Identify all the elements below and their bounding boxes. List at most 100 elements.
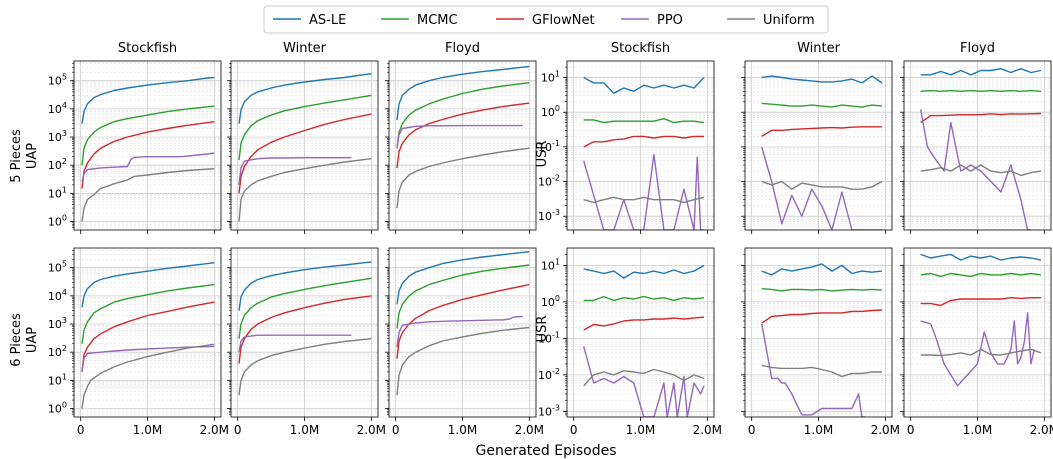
series-line-mcmc xyxy=(81,105,215,166)
series-line-as-le xyxy=(920,67,1042,76)
legend-item-as-le: AS-LE xyxy=(273,13,346,28)
series-group xyxy=(81,76,215,222)
series-group xyxy=(396,65,530,209)
y-tick-label: 10-2 xyxy=(538,174,560,189)
axes-frame xyxy=(903,60,1052,231)
legend-label-uniform: Uniform xyxy=(763,13,815,28)
series-line-ppo xyxy=(761,323,866,417)
y-tick-label: 101 xyxy=(541,257,560,272)
series-line-uniform xyxy=(238,158,372,222)
row1-label-line1: 5 Pieces xyxy=(9,129,24,183)
series-line-ppo xyxy=(761,146,882,230)
legend-item-gflownet: GFlowNet xyxy=(496,13,595,28)
panel-12: 0 1.0M 2.0M xyxy=(900,247,1053,437)
y-tick-label: 102 xyxy=(48,157,67,172)
series-line-mcmc xyxy=(761,288,883,292)
series-group xyxy=(583,76,705,230)
series-line-as-le xyxy=(761,263,883,276)
series-line-as-le xyxy=(81,262,215,308)
y-tick-base: 10 xyxy=(538,141,552,154)
axes-frame xyxy=(388,60,537,231)
x-tick-label: 0 xyxy=(392,423,400,437)
y-tick-exponent: 1 xyxy=(62,372,67,381)
y-tick-base: 10 xyxy=(541,106,555,119)
y-tick-base: 10 xyxy=(538,176,552,189)
series-line-ppo xyxy=(238,334,352,353)
y-tick-label: 10-2 xyxy=(538,367,560,382)
panel-title: Stockfish xyxy=(611,41,670,56)
y-tick-label: 104 xyxy=(48,101,67,116)
x-tick-label: 0 xyxy=(234,423,242,437)
x-axis-label: Generated Episodes xyxy=(476,443,617,459)
series-line-as-le xyxy=(81,76,215,124)
series-line-gflownet xyxy=(396,102,530,168)
series-line-gflownet xyxy=(238,295,372,364)
panel-title: Winter xyxy=(797,41,841,56)
y-tick-exponent: -2 xyxy=(552,174,560,183)
panel-11: 0 1.0M 2.0M xyxy=(741,247,900,437)
series-line-gflownet xyxy=(81,301,215,372)
axes-frame xyxy=(230,60,379,231)
panel-2: Winter xyxy=(227,41,379,234)
panel-8: 0 1.0M 2.0M xyxy=(227,247,386,437)
row1-label-line2: UAP xyxy=(25,143,40,169)
series-group xyxy=(761,263,883,417)
series-line-gflownet xyxy=(761,309,883,324)
panel-title: Floyd xyxy=(445,41,480,56)
series-group xyxy=(81,262,215,409)
y-tick-exponent: 3 xyxy=(62,129,67,138)
series-line-mcmc xyxy=(761,102,883,108)
series-line-mcmc xyxy=(238,94,372,161)
x-tick-label: 1.0M xyxy=(448,423,477,437)
y-tick-exponent: 5 xyxy=(62,73,67,82)
y-tick-exponent: 5 xyxy=(62,260,67,269)
y-tick-exponent: -2 xyxy=(552,367,560,376)
series-line-gflownet xyxy=(583,316,705,331)
y-tick-base: 10 xyxy=(48,374,62,387)
axes-frame xyxy=(388,247,537,418)
y-tick-exponent: 1 xyxy=(555,70,560,79)
y-tick-base: 10 xyxy=(48,262,62,275)
series-line-uniform xyxy=(81,343,215,409)
panel-6: Floyd xyxy=(900,41,1052,234)
y-tick-base: 10 xyxy=(48,75,62,88)
y-tick-label: 103 xyxy=(48,316,67,331)
series-line-ppo xyxy=(238,156,352,185)
y-tick-label: 105 xyxy=(48,260,67,275)
y-tick-label: 101 xyxy=(48,185,67,200)
series-line-mcmc xyxy=(396,264,530,329)
series-line-mcmc xyxy=(81,283,215,344)
legend-frame xyxy=(263,5,829,34)
x-tick-label: 2.0M xyxy=(515,423,544,437)
x-tick-label: 1.0M xyxy=(626,423,655,437)
series-line-mcmc xyxy=(238,277,372,339)
series-line-as-le xyxy=(583,76,705,95)
legend-label-mcmc: MCMC xyxy=(417,13,458,28)
axes-frame xyxy=(744,60,893,231)
y-tick-exponent: -3 xyxy=(552,403,560,412)
y-tick-base: 10 xyxy=(48,403,62,416)
series-line-as-le xyxy=(396,251,530,305)
series-line-as-le xyxy=(583,264,705,279)
series-group xyxy=(396,251,530,396)
y-tick-base: 10 xyxy=(48,131,62,144)
x-tick-label: 0 xyxy=(748,423,756,437)
y-tick-label: 10-1 xyxy=(538,330,560,345)
panel-3: Floyd xyxy=(385,41,537,234)
y-tick-label: 103 xyxy=(48,129,67,144)
x-tick-label: 1.0M xyxy=(133,423,162,437)
legend-item-uniform: Uniform xyxy=(727,13,815,28)
series-line-as-le xyxy=(238,73,372,124)
y-tick-base: 10 xyxy=(48,318,62,331)
x-tick-label: 1.0M xyxy=(963,423,992,437)
axes-frame xyxy=(744,247,893,418)
panel-title: Winter xyxy=(283,41,327,56)
series-line-gflownet xyxy=(761,126,882,137)
y-tick-exponent: 0 xyxy=(555,294,560,303)
series-line-uniform xyxy=(396,326,530,396)
y-tick-base: 10 xyxy=(538,332,552,345)
y-tick-exponent: -1 xyxy=(552,139,560,148)
x-tick-label: 0 xyxy=(907,423,915,437)
series-group xyxy=(920,253,1042,387)
